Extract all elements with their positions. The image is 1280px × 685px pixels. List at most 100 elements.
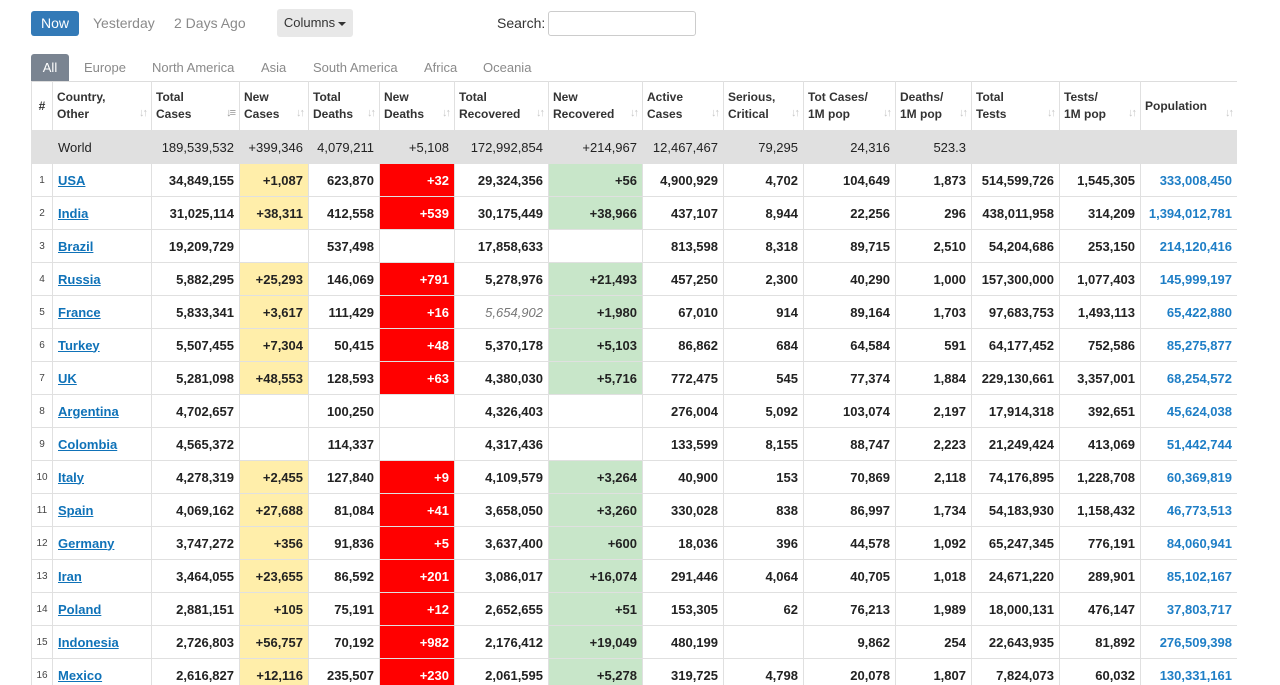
country-link[interactable]: India — [58, 205, 89, 221]
columns-dropdown-button[interactable]: Columns — [277, 9, 353, 37]
column-header-new-recovered[interactable]: New Recovered ↓↑ — [548, 81, 643, 131]
total-cases-cell: 4,702,657 — [151, 394, 240, 428]
serious-critical-cell: 838 — [723, 493, 804, 527]
column-header-total-deaths[interactable]: Total Deaths ↓↑ — [308, 81, 380, 131]
population-cell: 45,624,038 — [1140, 394, 1237, 428]
column-header-line2: Deaths — [384, 107, 425, 121]
sort-arrows-icon[interactable]: ↓↑ — [139, 107, 148, 119]
column-header-deaths-per-million[interactable]: Deaths/1M pop ↓↑ — [895, 81, 972, 131]
country-link[interactable]: Poland — [58, 601, 102, 617]
new-recovered-cell: +600 — [548, 526, 643, 560]
tab-south-america[interactable]: South America — [313, 60, 398, 75]
sort-arrows-icon[interactable]: ↓↑ — [711, 107, 720, 119]
deaths-per-million-cell: 1,734 — [895, 493, 972, 527]
sort-arrows-icon[interactable]: ↓↑ — [630, 107, 639, 119]
country-link[interactable]: Spain — [58, 502, 94, 518]
search-input[interactable] — [548, 11, 696, 36]
column-header-cases-per-million[interactable]: Tot Cases/1M pop ↓↑ — [803, 81, 896, 131]
total-cases-cell: 3,747,272 — [151, 526, 240, 560]
country-link[interactable]: Indonesia — [58, 634, 119, 650]
rank-cell: 7 — [31, 361, 53, 395]
column-header-new-cases[interactable]: New Cases ↓↑ — [239, 81, 309, 131]
sort-arrows-icon[interactable]: ↓↑ — [367, 107, 376, 119]
active-cases-cell: 291,446 — [642, 559, 724, 593]
country-link[interactable]: Argentina — [58, 403, 119, 419]
total-cases-cell: 19,209,729 — [151, 229, 240, 263]
country-link[interactable]: Germany — [58, 535, 115, 551]
new-cases-cell — [239, 394, 309, 428]
tab-africa[interactable]: Africa — [424, 60, 458, 75]
total-tests-cell: 22,643,935 — [971, 625, 1060, 659]
column-header-total-recovered[interactable]: Total Recovered ↓↑ — [454, 81, 549, 131]
country-link[interactable]: Turkey — [58, 337, 100, 353]
sort-arrows-icon[interactable]: ↓↑ — [791, 107, 800, 119]
column-header-rank[interactable]: # — [31, 81, 53, 131]
country-link[interactable]: Mexico — [58, 667, 103, 683]
country-cell: India — [52, 196, 152, 230]
column-header-total-cases[interactable]: Total Cases ↓≡ — [151, 81, 240, 131]
country-link[interactable]: Brazil — [58, 238, 94, 254]
rank-cell: 16 — [31, 658, 53, 685]
country-cell: Argentina — [52, 394, 152, 428]
sort-arrows-icon[interactable]: ↓↑ — [442, 107, 451, 119]
two-days-ago-button[interactable]: 2 Days Ago — [174, 15, 246, 31]
serious-critical-cell: 4,702 — [723, 163, 804, 197]
rank-cell: 15 — [31, 625, 53, 659]
country-link[interactable]: USA — [58, 172, 86, 188]
total-recovered-cell: 2,652,655 — [454, 592, 549, 626]
sort-arrows-icon[interactable]: ↓↑ — [296, 107, 305, 119]
yesterday-button[interactable]: Yesterday — [93, 15, 155, 31]
cases-per-million-cell: 103,074 — [803, 394, 896, 428]
serious-critical-cell: 2,300 — [723, 262, 804, 296]
population-cell: 130,331,161 — [1140, 658, 1237, 685]
column-header-country[interactable]: Country, Other ↓↑ — [52, 81, 152, 131]
country-link[interactable]: Russia — [58, 271, 101, 287]
column-header-line1: Total — [156, 90, 184, 104]
total-deaths-cell: 81,084 — [308, 493, 380, 527]
column-header-total-tests[interactable]: Total Tests ↓↑ — [971, 81, 1060, 131]
sort-arrows-icon[interactable]: ↓↑ — [883, 107, 892, 119]
sort-arrows-icon[interactable]: ↓↑ — [1225, 107, 1234, 119]
country-cell: Indonesia — [52, 625, 152, 659]
total-cases-cell: 4,565,372 — [151, 427, 240, 461]
new-cases-cell: +27,688 — [239, 493, 309, 527]
column-header-new-deaths[interactable]: New Deaths ↓↑ — [379, 81, 455, 131]
sort-arrows-icon[interactable]: ↓↑ — [959, 107, 968, 119]
tab-all[interactable]: All — [31, 54, 69, 81]
now-button[interactable]: Now — [31, 11, 79, 36]
tests-per-million-cell: 392,651 — [1059, 394, 1141, 428]
tab-oceania[interactable]: Oceania — [483, 60, 532, 75]
new-cases-cell: +25,293 — [239, 262, 309, 296]
country-link[interactable]: Italy — [58, 469, 85, 485]
table-row: 2 India 31,025,114 +38,311 412,558 +539 30,175… — [31, 196, 1237, 230]
total-recovered-cell: 3,086,017 — [454, 559, 549, 593]
column-header-line2: 1M pop — [1064, 107, 1106, 121]
column-header-population[interactable]: Population ↓↑ — [1140, 81, 1237, 131]
population-cell: 214,120,416 — [1140, 229, 1237, 263]
tab-asia[interactable]: Asia — [261, 60, 287, 75]
tab-north-america[interactable]: North America — [152, 60, 235, 75]
country-link[interactable]: Iran — [58, 568, 82, 584]
tab-europe[interactable]: Europe — [84, 60, 126, 75]
cases-per-million-cell: 22,256 — [803, 196, 896, 230]
cases-per-million-cell: 89,164 — [803, 295, 896, 329]
sort-arrows-icon[interactable]: ↓≡ — [226, 107, 236, 119]
new-deaths-cell: +32 — [379, 163, 455, 197]
new-cases-cell: +23,655 — [239, 559, 309, 593]
population-cell: 68,254,572 — [1140, 361, 1237, 395]
column-header-active-cases[interactable]: Active Cases ↓↑ — [642, 81, 724, 131]
column-header-line1: Country, — [57, 90, 106, 104]
sort-arrows-icon[interactable]: ↓↑ — [1047, 107, 1056, 119]
table-body: World 189,539,532 +399,346 4,079,211 +5,108 1… — [31, 130, 1237, 685]
sort-arrows-icon[interactable]: ↓↑ — [1128, 107, 1137, 119]
country-link[interactable]: Colombia — [58, 436, 118, 452]
country-link[interactable]: UK — [58, 370, 77, 386]
column-header-tests-per-million[interactable]: Tests/1M pop ↓↑ — [1059, 81, 1141, 131]
column-header-line2: Recovered — [553, 107, 615, 121]
country-link[interactable]: France — [58, 304, 101, 320]
table-row: 12 Germany 3,747,272 +356 91,836 +5 3,637,400 +… — [31, 526, 1237, 560]
total-recovered-cell: 2,176,412 — [454, 625, 549, 659]
new-cases-cell: +356 — [239, 526, 309, 560]
column-header-serious-critical[interactable]: Serious, Critical ↓↑ — [723, 81, 804, 131]
sort-arrows-icon[interactable]: ↓↑ — [536, 107, 545, 119]
